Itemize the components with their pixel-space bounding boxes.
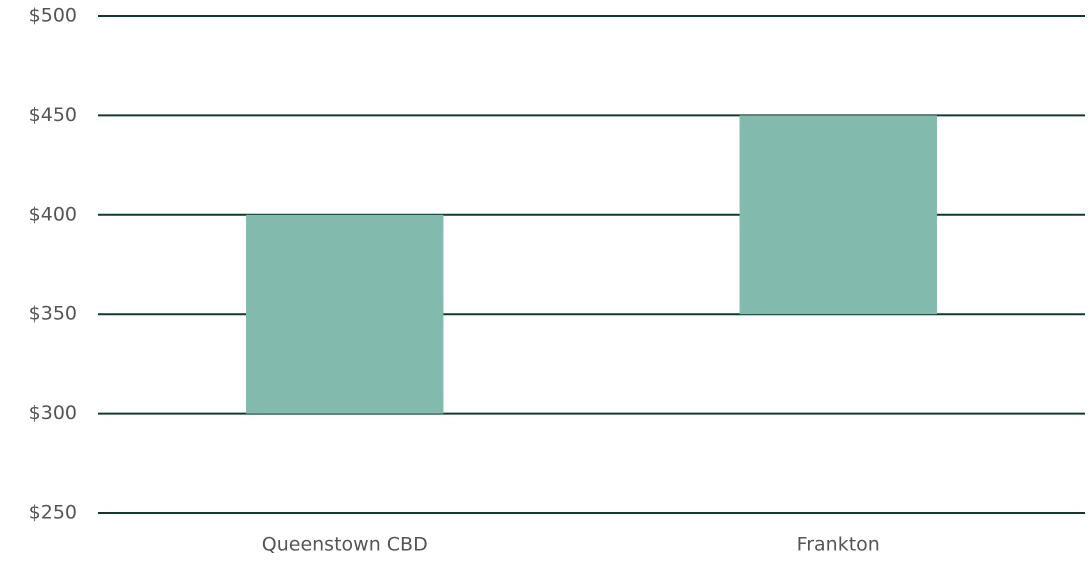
x-tick-label: Queenstown CBD: [262, 534, 428, 556]
y-tick-label: $500: [29, 5, 77, 27]
y-tick-label: $400: [29, 203, 77, 225]
bar: [246, 214, 444, 414]
x-tick-label: Frankton: [797, 534, 880, 556]
y-tick-label: $300: [29, 402, 77, 424]
y-tick-label: $450: [29, 104, 77, 126]
bar: [739, 115, 937, 315]
y-tick-label: $350: [29, 303, 77, 325]
y-tick-label: $250: [29, 502, 77, 524]
